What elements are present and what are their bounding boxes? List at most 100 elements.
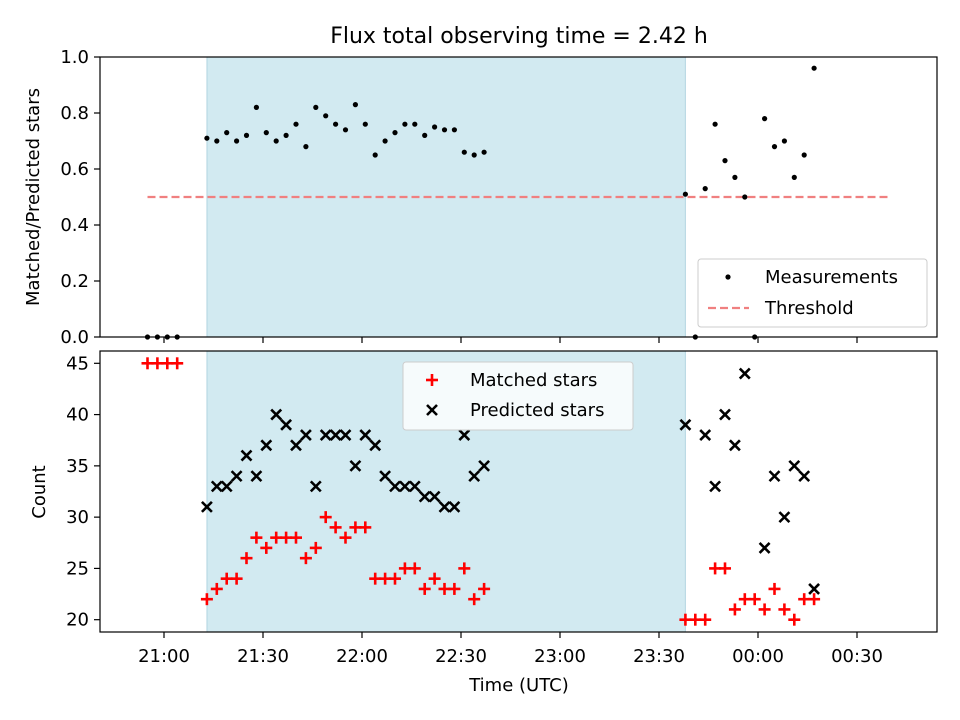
measurement-point — [781, 138, 788, 144]
predicted-star-point — [200, 500, 213, 513]
predicted-star-point — [319, 429, 332, 442]
x-tick-label: 00:00 — [732, 646, 784, 667]
matched-star-point — [758, 603, 771, 616]
measurement-point — [811, 65, 817, 71]
top-y-tick-label: 0.2 — [60, 271, 89, 292]
measurement-point — [323, 113, 329, 119]
matched-star-point — [290, 531, 302, 544]
count-panel: 20 25 30 35 40 45 21:00 21:30 22:00 22:30 23:00 23… — [29, 350, 938, 696]
measurement-point — [362, 121, 368, 127]
measurement-point — [481, 149, 487, 155]
legend-measurements-marker — [725, 274, 731, 280]
matched-star-point — [329, 521, 342, 534]
bottom-y-tick-label: 25 — [66, 558, 89, 579]
top-y-ticks: 0.0 0.2 0.4 0.6 0.8 1.0 — [60, 47, 100, 348]
measurement-point — [333, 121, 339, 127]
bottom-y-ticks: 20 25 30 35 40 45 — [66, 353, 100, 631]
predicted-star-point — [768, 470, 781, 483]
measurement-point — [313, 104, 319, 110]
bottom-legend-box — [402, 361, 634, 431]
predicted-star-point — [260, 439, 273, 452]
measurement-point — [771, 144, 778, 150]
x-tick-label: 23:00 — [534, 646, 586, 667]
predicted-star-point — [408, 480, 421, 493]
matched-star-point — [240, 552, 253, 565]
matched-star-point — [778, 603, 791, 616]
matched-star-point — [808, 593, 821, 606]
top-x-ticks — [163, 337, 858, 343]
bottom-y-tick-label: 40 — [66, 405, 89, 426]
legend-measurements-label: Measurements — [765, 267, 898, 288]
predicted-star-point — [709, 480, 722, 493]
matched-star-point — [719, 562, 731, 575]
predicted-star-point — [349, 459, 362, 472]
matched-star-point — [418, 582, 431, 595]
matched-star-point — [458, 562, 471, 575]
matched-star-point — [250, 531, 263, 544]
predicted-star-point — [778, 511, 791, 524]
bottom-y-tick-label: 30 — [66, 507, 89, 528]
predicted-star-point — [788, 459, 801, 472]
predicted-star-point — [389, 480, 401, 493]
top-y-tick-label: 0.0 — [60, 327, 89, 348]
bottom-y-tick-label: 45 — [66, 353, 89, 374]
bottom-legend: Matched stars Predicted stars — [402, 361, 634, 431]
x-axis-label: Time (UTC) — [468, 675, 569, 696]
predicted-star-point — [738, 367, 751, 380]
predicted-star-point — [468, 470, 481, 483]
measurement-point — [243, 132, 250, 138]
measurement-point — [352, 102, 358, 108]
matched-star-point — [699, 613, 712, 626]
x-tick-label: 00:30 — [831, 646, 883, 667]
measurement-point — [451, 127, 457, 133]
top-legend: Measurements Threshold — [697, 258, 928, 328]
predicted-star-point — [719, 408, 731, 421]
measurement-point — [441, 127, 448, 133]
measurement-point — [263, 130, 269, 136]
matched-star-point — [319, 511, 332, 524]
top-y-tick-label: 0.4 — [60, 215, 89, 236]
matched-star-point — [728, 603, 741, 616]
measurement-point — [214, 138, 220, 144]
matched-star-point — [478, 582, 491, 595]
x-tick-label: 22:30 — [435, 646, 487, 667]
predicted-star-point — [280, 418, 293, 431]
matched-star-point — [260, 541, 273, 554]
measurement-point — [722, 158, 728, 164]
measurement-point — [273, 138, 279, 144]
measurement-point — [253, 104, 259, 110]
predicted-star-point — [428, 490, 441, 503]
x-tick-label: 22:00 — [336, 646, 388, 667]
matched-star-point — [768, 582, 781, 595]
legend-matched-marker — [426, 374, 438, 386]
predicted-star-point — [250, 470, 263, 483]
measurement-point — [204, 135, 210, 141]
matched-star-point — [309, 541, 322, 554]
measurement-point — [742, 194, 748, 200]
measurement-point — [471, 152, 477, 158]
predicted-star-point — [240, 449, 253, 462]
top-legend-box — [697, 258, 928, 328]
measurement-point — [293, 121, 299, 127]
matched-star-point — [230, 572, 243, 585]
measurement-point — [712, 121, 718, 127]
predicted-star-point — [438, 500, 451, 513]
matched-stars-points — [141, 357, 821, 626]
legend-threshold-label: Threshold — [764, 298, 854, 319]
x-tick-label: 21:00 — [138, 646, 190, 667]
measurement-point — [412, 121, 418, 127]
predicted-star-point — [398, 480, 411, 493]
measurement-point — [762, 116, 768, 122]
matched-star-point — [359, 521, 372, 534]
predicted-star-point — [230, 470, 243, 483]
matched-star-point — [210, 582, 223, 595]
measurement-point — [372, 152, 378, 158]
predicted-star-point — [808, 583, 821, 595]
predicted-star-point — [270, 408, 283, 421]
measurement-point — [791, 174, 797, 180]
measurement-point — [224, 130, 230, 136]
matched-star-point — [389, 572, 401, 585]
measurement-point — [461, 149, 467, 155]
matched-star-point — [299, 552, 312, 565]
predicted-star-point — [728, 439, 741, 452]
